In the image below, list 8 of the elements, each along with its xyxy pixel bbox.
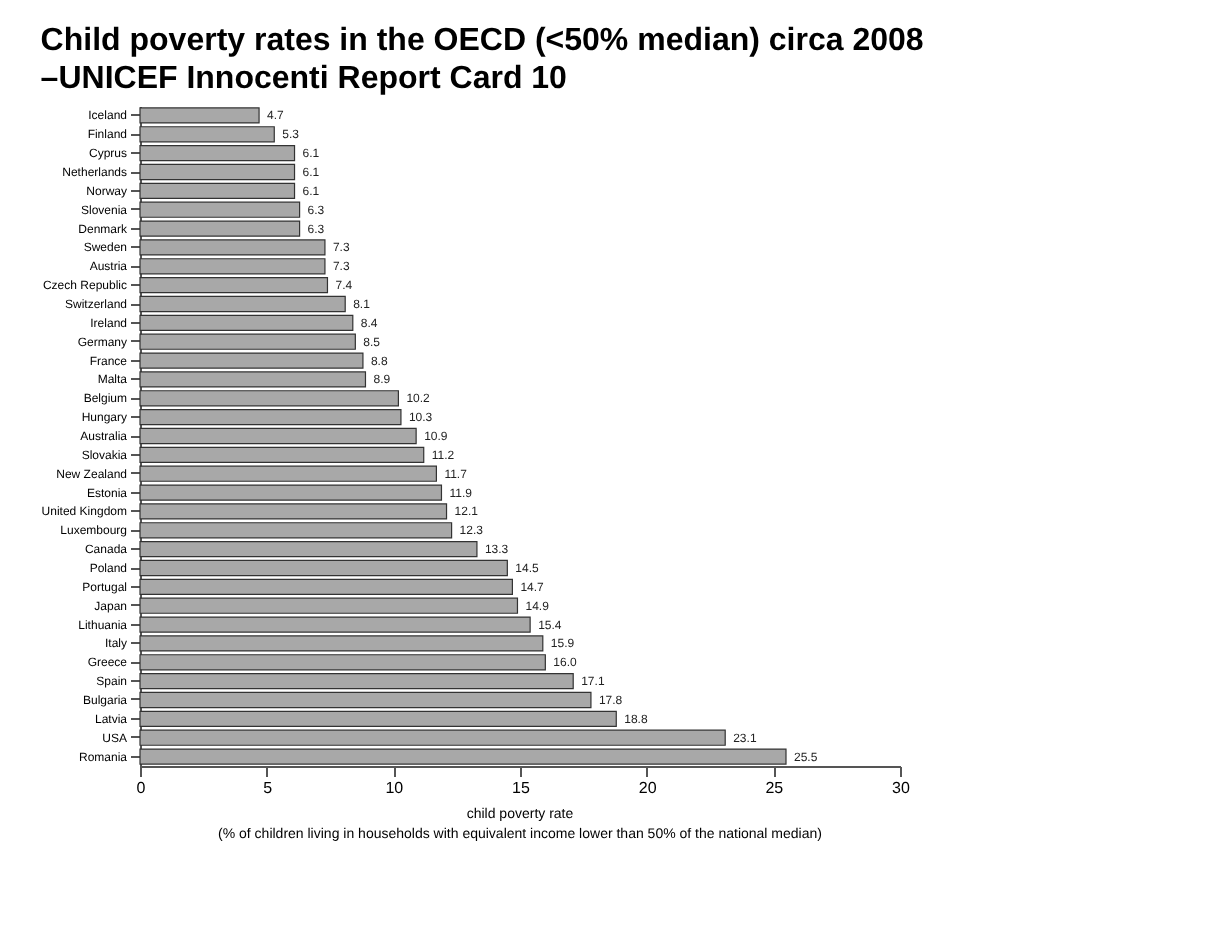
x-tick-label: 0 [136, 779, 147, 797]
x-tick-label: 30 [892, 779, 911, 797]
x-tick-label: 25 [765, 779, 785, 797]
x-tick-label: 20 [638, 779, 658, 797]
x-tick-label: 5 [263, 779, 274, 797]
x-tick-label: 15 [512, 779, 531, 797]
chart-title: Child poverty rates in the OECD (<50% median) circa 2008 –UNICEF Innocenti Report Card 10 [40, 24, 924, 96]
x-tick-label: 10 [385, 779, 405, 797]
